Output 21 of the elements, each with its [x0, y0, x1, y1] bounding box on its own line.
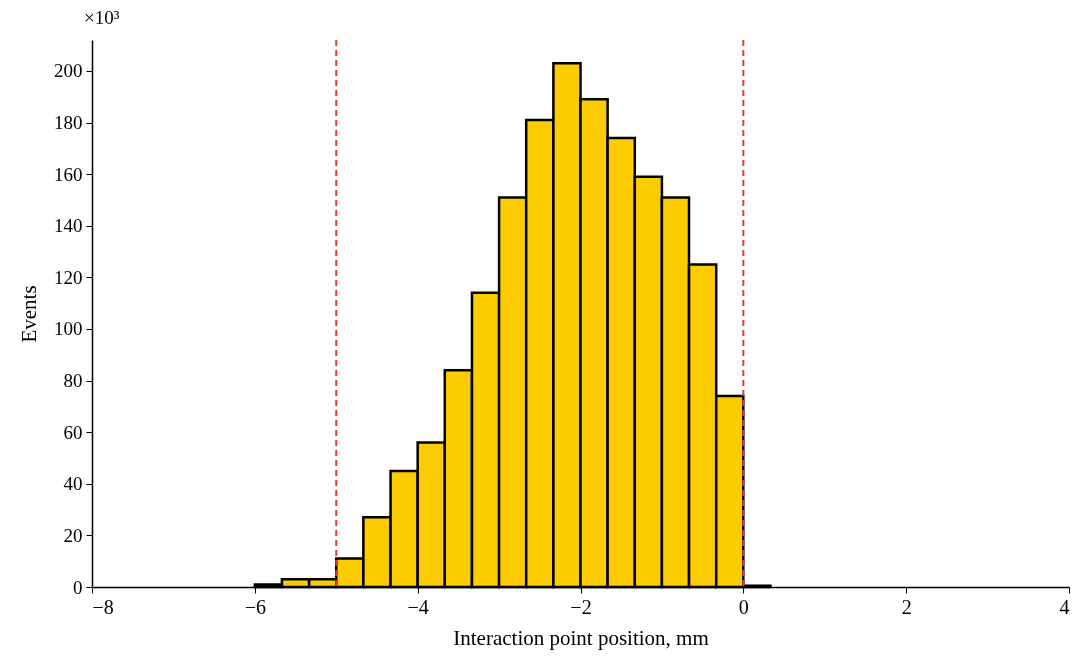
y-tick-label: 100	[54, 318, 83, 340]
y-tick-label: 200	[54, 60, 83, 82]
x-axis-title: Interaction point position, mm	[453, 625, 709, 650]
y-tick-label: 20	[63, 524, 83, 546]
y-tick-label: 180	[54, 112, 83, 134]
y-tick-label: 160	[54, 163, 83, 185]
y-tick-label: 80	[63, 370, 83, 392]
text: ×10³	[84, 7, 120, 28]
y-tick-label: 120	[54, 266, 83, 288]
y-tick-label: 0	[73, 576, 83, 598]
y-axis-title: Events	[17, 285, 41, 343]
x-tick-label: 4	[1059, 595, 1070, 618]
x-tick-label: −2	[570, 595, 592, 618]
x-tick-label: 2	[901, 595, 912, 618]
y-tick-label: 140	[54, 215, 83, 237]
x-tick-label: 0	[738, 595, 749, 618]
x-tick-label: −8	[92, 595, 114, 618]
y-tick-label: 60	[63, 421, 83, 443]
y-tick-label: 40	[63, 473, 83, 495]
x-tick-label: −6	[244, 595, 266, 618]
x-tick-label: −4	[407, 595, 429, 618]
